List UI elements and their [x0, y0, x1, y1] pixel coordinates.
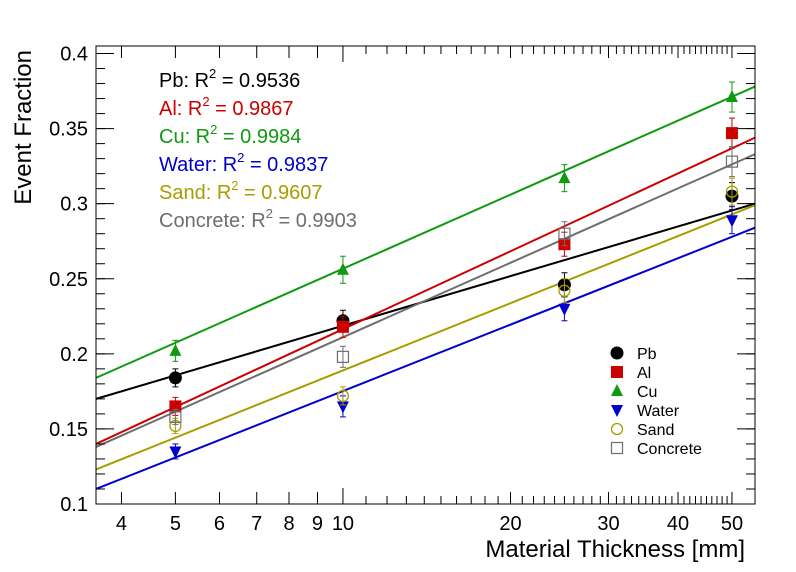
x-tick-label: 30 — [597, 513, 619, 535]
r2-prefix: Cu: R — [159, 126, 210, 148]
point-cu — [336, 262, 349, 275]
x-tick-label: 6 — [214, 513, 225, 535]
y-tick-label: 0.35 — [49, 119, 88, 141]
point-pb — [168, 371, 182, 385]
legend-label-al: Al — [637, 365, 651, 382]
y-tick-label: 0.15 — [49, 419, 88, 441]
r2-prefix: Concrete: R — [159, 210, 266, 232]
fit-line-sand — [95, 204, 756, 471]
point-al — [725, 127, 738, 140]
y-tick-label: 0.1 — [60, 494, 88, 516]
x-tick-label: 4 — [116, 513, 127, 535]
y-tick-label: 0.25 — [49, 269, 88, 291]
fit-line-concrete — [95, 153, 756, 448]
point-sand — [558, 284, 571, 297]
point-sand — [725, 185, 739, 198]
x-tick-label: 40 — [667, 513, 689, 535]
r2-prefix: Al: R — [159, 98, 202, 120]
y-tick-label: 0.4 — [60, 44, 88, 66]
legend-marker-cu — [611, 384, 623, 396]
point-sand — [336, 389, 350, 403]
r2-value: = 0.9607 — [239, 182, 323, 204]
point-concrete — [336, 350, 350, 363]
x-tick-label: 9 — [312, 513, 323, 535]
point-concrete — [725, 155, 739, 168]
point-water — [558, 303, 571, 316]
r2-value: = 0.9867 — [210, 98, 294, 120]
legend-marker-water — [611, 405, 623, 417]
r2-value: = 0.9536 — [216, 70, 300, 92]
point-concrete — [558, 227, 571, 240]
x-tick-label: 20 — [499, 513, 521, 535]
r2-prefix: Pb: R — [159, 70, 209, 92]
r2-superscript: 2 — [231, 178, 238, 193]
y-axis-label: Event Fraction — [10, 50, 37, 205]
y-axis: 0.1 0.15 0.2 0.25 0.3 0.35 0.4 — [49, 44, 755, 516]
point-cu — [725, 90, 738, 103]
legend-label-pb: Pb — [637, 346, 657, 363]
fit-line-water — [95, 226, 756, 490]
legend: Pb Al Cu Water Sand Concrete — [610, 346, 702, 458]
data-points — [168, 81, 739, 460]
r2-value: = 0.9837 — [244, 154, 328, 176]
r2-annotation-sand: Sand: R2 = 0.9607 — [159, 178, 322, 204]
x-tick-label: 50 — [721, 513, 743, 535]
fit-line-cu — [95, 85, 756, 379]
x-tick-label: 7 — [251, 513, 262, 535]
x-tick-label: 8 — [283, 513, 294, 535]
fit-line-al — [95, 136, 756, 445]
r2-annotation-water: Water: R2 = 0.9837 — [159, 150, 328, 176]
r2-superscript: 2 — [237, 150, 244, 165]
r2-value: = 0.9903 — [273, 210, 357, 232]
r2-annotation-cu: Cu: R2 = 0.9984 — [159, 122, 301, 148]
x-tick-label: 5 — [170, 513, 181, 535]
legend-label-cu: Cu — [637, 384, 657, 401]
plot-frame — [95, 45, 756, 505]
legend-marker-al — [611, 366, 623, 378]
r2-superscript: 2 — [210, 122, 217, 137]
x-tick-label: 10 — [332, 513, 354, 535]
y-tick-label: 0.3 — [60, 194, 88, 216]
r2-value: = 0.9984 — [217, 126, 301, 148]
x-axis: 4 5 6 7 8 9 10 20 30 40 50 — [116, 46, 743, 535]
r2-prefix: Sand: R — [159, 182, 231, 204]
point-al — [336, 320, 349, 333]
legend-label-concrete: Concrete — [637, 441, 702, 458]
r2-annotation-concrete: Concrete: R2 = 0.9903 — [159, 206, 357, 232]
r2-annotation-al: Al: R2 = 0.9867 — [159, 94, 294, 120]
r2-superscript: 2 — [266, 206, 273, 221]
x-axis-label: Material Thickness [mm] — [485, 536, 745, 563]
legend-marker-pb — [610, 346, 624, 360]
legend-marker-concrete — [610, 441, 624, 455]
point-concrete — [169, 410, 182, 424]
point-cu — [169, 343, 182, 356]
r2-superscript: 2 — [209, 66, 216, 81]
legend-label-sand: Sand — [637, 422, 674, 439]
y-tick-label: 0.2 — [60, 344, 88, 366]
r2-prefix: Water: R — [159, 154, 237, 176]
legend-label-water: Water — [637, 403, 680, 420]
point-cu — [558, 171, 571, 184]
legend-marker-sand — [610, 422, 624, 436]
point-water — [725, 215, 738, 228]
point-water — [169, 446, 182, 459]
r2-superscript: 2 — [202, 94, 209, 109]
fit-lines — [95, 85, 756, 490]
r2-annotation-pb: Pb: R2 = 0.9536 — [159, 66, 300, 92]
